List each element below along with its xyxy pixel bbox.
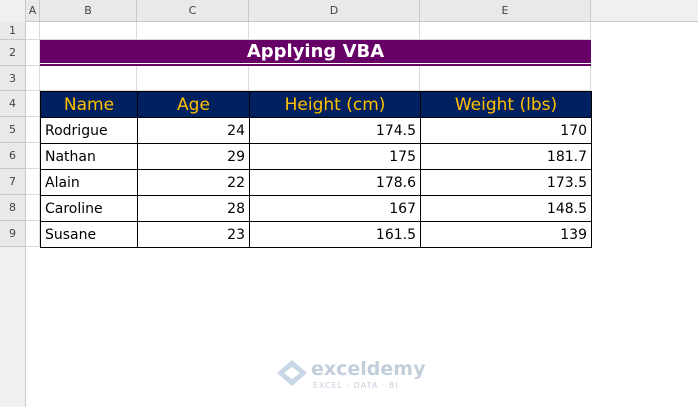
grid-cell <box>26 195 40 221</box>
grid-cell <box>26 40 40 66</box>
table-cell: 148.5 <box>420 195 592 222</box>
row-header: 4 <box>0 91 26 117</box>
watermark-name: exceldemy <box>311 358 426 380</box>
table-header-cell: Height (cm) <box>249 91 421 118</box>
table-header-cell: Weight (lbs) <box>420 91 592 118</box>
grid-cell <box>26 117 40 143</box>
watermark-tagline: EXCEL · DATA · BI <box>313 381 399 390</box>
column-header: E <box>420 0 591 22</box>
column-header: C <box>137 0 249 22</box>
grid-cell <box>26 143 40 169</box>
table-cell: Caroline <box>40 195 138 222</box>
grid-cell <box>40 22 137 40</box>
row-header: 6 <box>0 143 26 169</box>
table-cell: 29 <box>137 143 250 170</box>
column-header: A <box>26 0 40 22</box>
grid-cell <box>26 22 40 40</box>
table-cell: Rodrigue <box>40 117 138 144</box>
table-cell: Nathan <box>40 143 138 170</box>
row-header: 7 <box>0 169 26 195</box>
title: Applying VBA <box>40 40 591 63</box>
row-header: 8 <box>0 195 26 221</box>
table-header-cell: Name <box>40 91 138 118</box>
title-underline <box>40 64 591 66</box>
grid-cell <box>137 66 249 91</box>
grid-cell <box>420 66 591 91</box>
grid-cell <box>26 169 40 195</box>
column-header: B <box>40 0 137 22</box>
table-cell: 175 <box>249 143 421 170</box>
table-cell: 23 <box>137 221 250 248</box>
row-header: 5 <box>0 117 26 143</box>
table-cell: 28 <box>137 195 250 222</box>
table-cell: 181.7 <box>420 143 592 170</box>
grid-cell <box>26 66 40 91</box>
grid-cell <box>26 221 40 247</box>
watermark-logo <box>277 360 307 386</box>
row-header: 3 <box>0 66 26 91</box>
grid-cell <box>249 22 420 40</box>
grid-cell <box>40 66 137 91</box>
table-cell: 174.5 <box>249 117 421 144</box>
table-cell: 173.5 <box>420 169 592 196</box>
table-header-cell: Age <box>137 91 250 118</box>
table-cell: Susane <box>40 221 138 248</box>
grid-cell <box>137 22 249 40</box>
grid-cell <box>249 66 420 91</box>
grid-cell <box>420 22 591 40</box>
row-header: 1 <box>0 22 26 40</box>
table-cell: 139 <box>420 221 592 248</box>
row-header: 9 <box>0 221 26 247</box>
table-cell: 24 <box>137 117 250 144</box>
table-cell: 22 <box>137 169 250 196</box>
table-cell: 167 <box>249 195 421 222</box>
row-header: 2 <box>0 40 26 66</box>
column-header: D <box>249 0 420 22</box>
table-cell: Alain <box>40 169 138 196</box>
table-cell: 161.5 <box>249 221 421 248</box>
table-cell: 170 <box>420 117 592 144</box>
grid-cell <box>26 91 40 117</box>
table-cell: 178.6 <box>249 169 421 196</box>
